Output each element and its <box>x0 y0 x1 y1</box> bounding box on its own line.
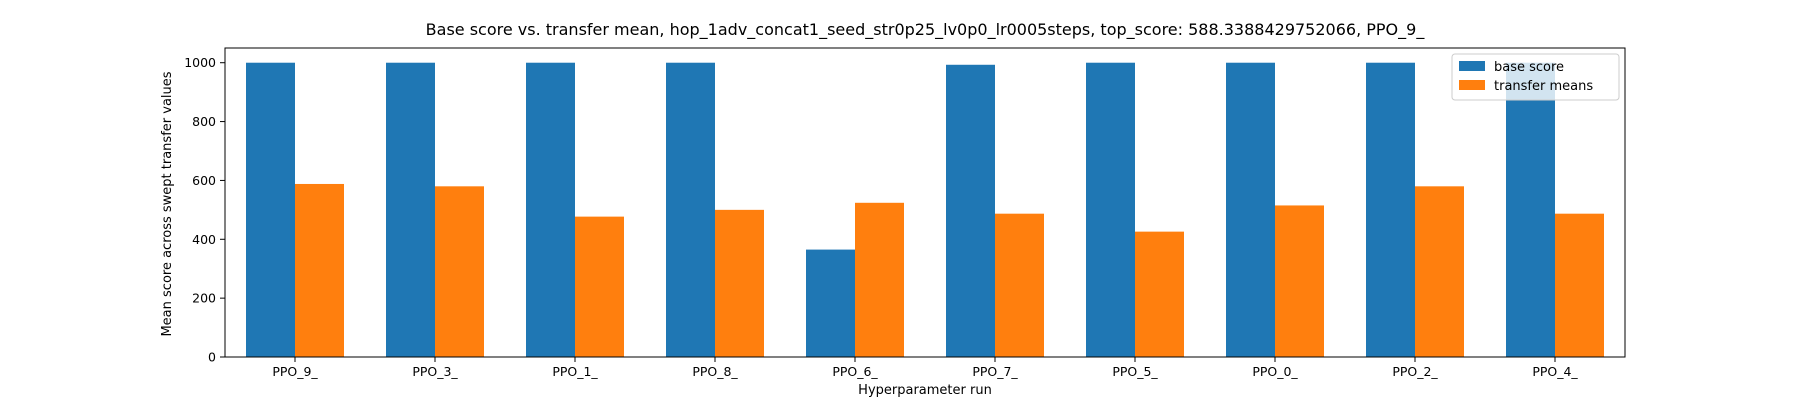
y-tick-label: 1000 <box>184 55 216 70</box>
x-tick-label: PPO_7_ <box>972 364 1018 379</box>
base-score-bar-ppo-5 <box>1086 62 1135 357</box>
y-tick-label: 0 <box>208 350 216 365</box>
base-score-bar-ppo-0 <box>1226 62 1275 357</box>
x-tick-label: PPO_9_ <box>272 364 318 379</box>
transfer-mean-bar-ppo-2 <box>1415 186 1464 357</box>
base-score-bar-ppo-3 <box>386 62 435 357</box>
base-score-bar-ppo-2 <box>1366 62 1415 357</box>
base-score-bar-ppo-8 <box>666 62 715 357</box>
x-tick-label: PPO_3_ <box>412 364 458 379</box>
x-tick-label: PPO_2_ <box>1392 364 1438 379</box>
transfer-mean-bar-ppo-6 <box>855 202 904 357</box>
chart-title: Base score vs. transfer mean, hop_1adv_c… <box>426 20 1426 40</box>
legend-box <box>1451 53 1620 101</box>
x-tick-label: PPO_6_ <box>832 364 878 379</box>
base-score-bar-ppo-9 <box>246 62 295 357</box>
transfer-mean-bar-ppo-8 <box>715 209 764 357</box>
x-tick-label: PPO_5_ <box>1112 364 1158 379</box>
x-tick-label: PPO_0_ <box>1252 364 1298 379</box>
legend-label: transfer means <box>1494 79 1593 94</box>
plot-frame <box>224 47 1626 358</box>
x-tick-label: PPO_8_ <box>692 364 738 379</box>
transfer-mean-bar-ppo-1 <box>575 216 624 357</box>
transfer-mean-bar-ppo-7 <box>995 213 1044 357</box>
x-axis-label: Hyperparameter run <box>858 383 992 398</box>
transfer-mean-bar-ppo-3 <box>435 186 484 357</box>
base-score-bar-ppo-7 <box>946 64 995 357</box>
y-tick-label: 200 <box>192 291 216 306</box>
x-tick-label: PPO_4_ <box>1532 364 1578 379</box>
y-axis-label: Mean score across swept transfer values <box>160 71 175 336</box>
y-tick-label: 400 <box>192 232 216 247</box>
base-score-bar-ppo-6 <box>806 249 855 357</box>
base-score-bar-ppo-1 <box>526 62 575 357</box>
y-tick-label: 600 <box>192 173 216 188</box>
y-tick-label: 800 <box>192 114 216 129</box>
legend-swatch <box>1459 61 1485 71</box>
transfer-mean-bar-ppo-4 <box>1555 213 1604 357</box>
base-score-bar-ppo-4 <box>1506 62 1555 357</box>
x-tick-label: PPO_1_ <box>552 364 598 379</box>
plot-area: 0 200 400 600 800 1000 PPO_9_ PPO_3_ PPO_1_ PPO_8… <box>184 47 1626 379</box>
transfer-mean-bar-ppo-0 <box>1275 205 1324 357</box>
legend: base score transfer means <box>1451 53 1620 101</box>
transfer-mean-bar-ppo-5 <box>1135 231 1184 357</box>
legend-label: base score <box>1494 60 1564 75</box>
transfer-mean-bar-ppo-9 <box>295 183 344 357</box>
legend-swatch <box>1459 80 1485 90</box>
